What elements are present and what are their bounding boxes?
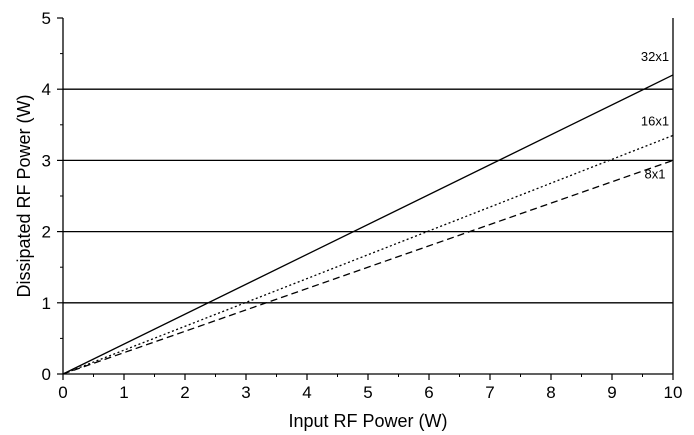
grid-lines <box>63 88 673 304</box>
x-tick-label-5: 5 <box>363 383 372 402</box>
series-line-16x1 <box>62 134 674 375</box>
series-label-8x1: 8x1 <box>645 166 666 181</box>
tick-labels: 0 1 2 3 4 5 0 1 2 3 4 5 6 7 8 9 10 <box>42 9 683 402</box>
series-label-16x1: 16x1 <box>641 113 669 128</box>
x-tick-label-10: 10 <box>664 383 683 402</box>
series-line-8x1 <box>62 159 674 375</box>
x-tick-label-2: 2 <box>180 383 189 402</box>
y-axis-title: Dissipated RF Power (W) <box>14 94 34 297</box>
x-axis-title: Input RF Power (W) <box>288 411 447 431</box>
series-lines <box>62 74 674 375</box>
x-tick-label-1: 1 <box>119 383 128 402</box>
y-tick-label-5: 5 <box>42 9 51 28</box>
x-tick-label-8: 8 <box>546 383 555 402</box>
x-tick-label-7: 7 <box>485 383 494 402</box>
y-tick-label-3: 3 <box>42 151 51 170</box>
y-tick-label-0: 0 <box>42 365 51 384</box>
x-tick-label-4: 4 <box>302 383 311 402</box>
series-line-32x1 <box>62 74 674 375</box>
axes <box>57 17 674 380</box>
series-labels: 32x1 16x1 8x1 <box>641 49 669 181</box>
series-label-32x1: 32x1 <box>641 49 669 64</box>
x-tick-label-0: 0 <box>58 383 67 402</box>
y-tick-label-1: 1 <box>42 294 51 313</box>
x-tick-label-3: 3 <box>241 383 250 402</box>
y-tick-label-2: 2 <box>42 223 51 242</box>
y-tick-label-4: 4 <box>42 80 51 99</box>
x-tick-label-6: 6 <box>424 383 433 402</box>
x-tick-label-9: 9 <box>607 383 616 402</box>
